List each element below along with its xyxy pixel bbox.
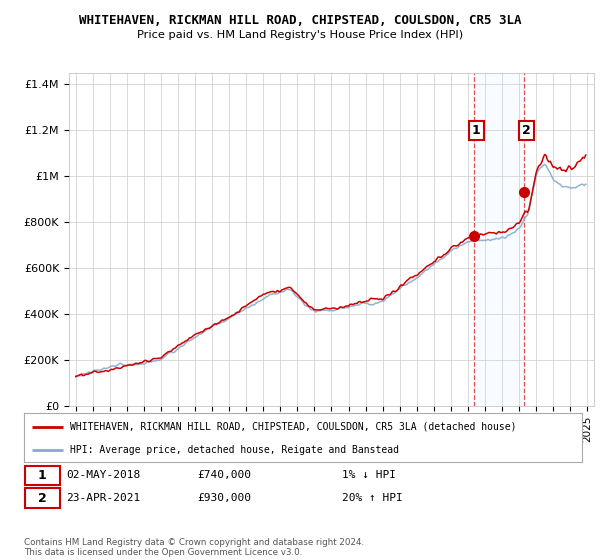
Text: 1% ↓ HPI: 1% ↓ HPI [342, 470, 396, 480]
Text: HPI: Average price, detached house, Reigate and Banstead: HPI: Average price, detached house, Reig… [70, 445, 400, 455]
Text: WHITEHAVEN, RICKMAN HILL ROAD, CHIPSTEAD, COULSDON, CR5 3LA: WHITEHAVEN, RICKMAN HILL ROAD, CHIPSTEAD… [79, 14, 521, 27]
Text: Contains HM Land Registry data © Crown copyright and database right 2024.
This d: Contains HM Land Registry data © Crown c… [24, 538, 364, 557]
Text: 1: 1 [38, 469, 47, 482]
Text: Price paid vs. HM Land Registry's House Price Index (HPI): Price paid vs. HM Land Registry's House … [137, 30, 463, 40]
Bar [474, 73, 524, 406]
Text: £930,000: £930,000 [197, 493, 251, 503]
Text: 23-APR-2021: 23-APR-2021 [66, 493, 140, 503]
Text: 02-MAY-2018: 02-MAY-2018 [66, 470, 140, 480]
Text: 20% ↑ HPI: 20% ↑ HPI [342, 493, 403, 503]
Text: 2: 2 [522, 124, 531, 137]
Text: £740,000: £740,000 [197, 470, 251, 480]
Text: 2: 2 [38, 492, 47, 505]
FancyBboxPatch shape [25, 465, 60, 485]
FancyBboxPatch shape [25, 488, 60, 508]
Text: WHITEHAVEN, RICKMAN HILL ROAD, CHIPSTEAD, COULSDON, CR5 3LA (detached house): WHITEHAVEN, RICKMAN HILL ROAD, CHIPSTEAD… [70, 422, 517, 432]
Text: 1: 1 [472, 124, 481, 137]
